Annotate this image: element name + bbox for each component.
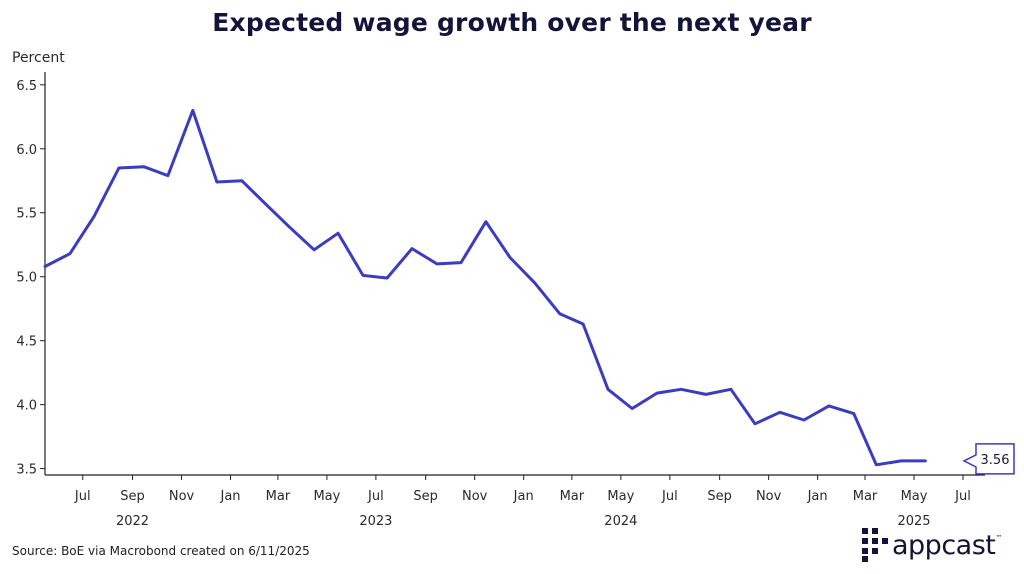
x-tick-label: Mar	[853, 489, 878, 504]
x-tick-label: Jul	[954, 489, 971, 504]
appcast-logo: appcast ™	[862, 528, 1002, 562]
x-tick-label: Jan	[513, 489, 534, 504]
y-tick-label: 6.0	[16, 143, 37, 158]
y-axis: 3.5 4.0 4.5 5.0 5.5 6.0 6.5	[16, 72, 46, 478]
y-axis-label: Percent	[12, 50, 65, 66]
chart-title: Expected wage growth over the next year	[212, 8, 812, 37]
x-tick-label: Jul	[367, 489, 384, 504]
x-year-label: 2022	[116, 514, 149, 529]
x-tick-label: Jan	[220, 489, 241, 504]
series-line	[43, 108, 927, 467]
y-tick-label: 4.5	[16, 335, 37, 350]
x-tick-label: Nov	[462, 489, 488, 504]
x-tick-label: Jul	[74, 489, 91, 504]
x-year-label: 2024	[604, 514, 637, 529]
appcast-logo-text: appcast	[892, 529, 996, 561]
y-tick-label: 5.0	[16, 271, 37, 286]
series-layer	[43, 108, 927, 467]
appcast-logo-mark-icon	[862, 528, 888, 562]
x-tick-label: Sep	[707, 489, 732, 504]
y-tick-label: 5.5	[16, 207, 37, 222]
y-tick-label: 3.5	[16, 463, 37, 478]
x-tick-label: Jan	[807, 489, 828, 504]
y-tick-label: 4.0	[16, 399, 37, 414]
x-axis: Jul Sep Nov Jan Mar May Jul Sep Nov Jan Mar May Jul S…	[45, 474, 985, 529]
trademark-symbol: ™	[995, 534, 1003, 542]
x-tick-label: Nov	[169, 489, 195, 504]
last-value-callout: 3.56	[962, 443, 1015, 475]
x-tick-label: May	[313, 489, 340, 504]
x-tick-label: Sep	[413, 489, 438, 504]
x-tick-label: May	[901, 489, 928, 504]
x-tick-label: May	[607, 489, 634, 504]
x-tick-label: Mar	[560, 489, 585, 504]
x-year-label: 2025	[897, 514, 930, 529]
last-value-callout-box	[962, 443, 1015, 475]
x-year-label: 2023	[359, 514, 392, 529]
y-tick-label: 6.5	[16, 79, 37, 94]
x-tick-label: Nov	[756, 489, 782, 504]
x-tick-label: Jul	[661, 489, 678, 504]
x-tick-label: Sep	[120, 489, 145, 504]
source-note: Source: BoE via Macrobond created on 6/1…	[12, 544, 310, 558]
last-value-label: 3.56	[981, 453, 1010, 468]
x-tick-label: Mar	[266, 489, 291, 504]
